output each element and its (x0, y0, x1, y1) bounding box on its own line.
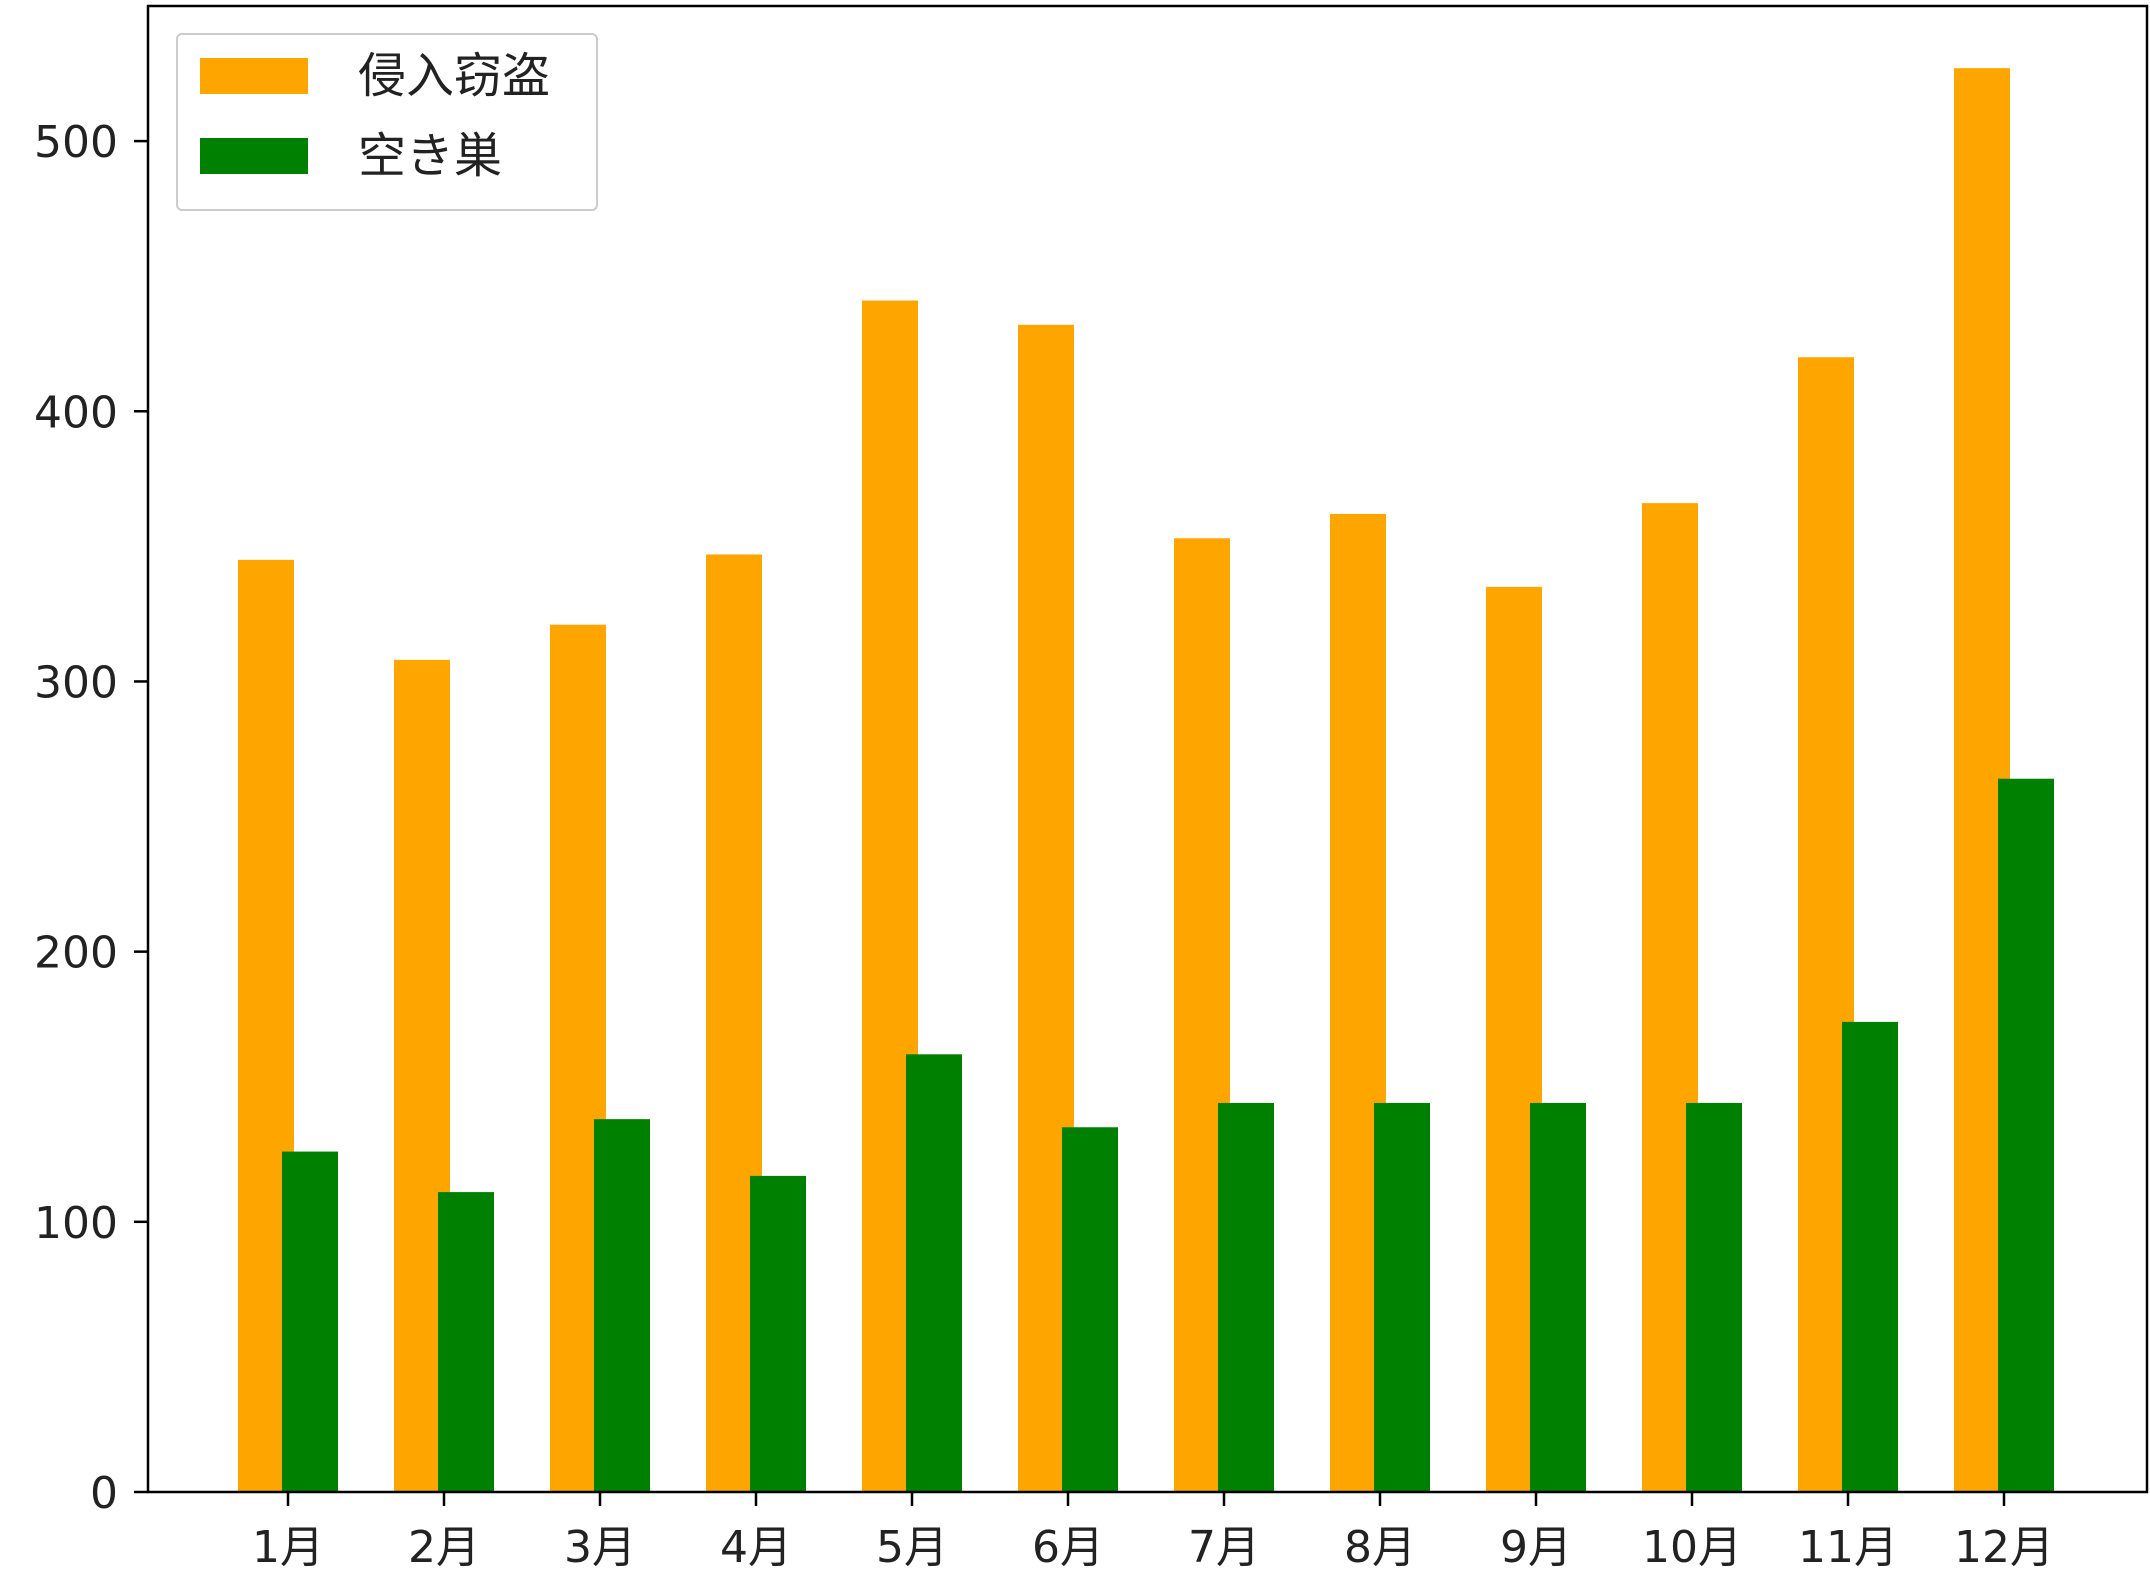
x-tick-label: 8月 (1344, 1522, 1416, 1573)
bar-series-2-7 (1218, 1102, 1274, 1492)
x-tick-label: 11月 (1798, 1522, 1898, 1573)
y-tick-label: 300 (34, 657, 118, 708)
x-tick-label: 1月 (252, 1522, 324, 1573)
legend-label-1: 侵入窃盗 (358, 48, 550, 104)
bars-group (238, 68, 2054, 1493)
x-tick-label: 3月 (564, 1522, 636, 1573)
y-tick-label: 0 (90, 1468, 118, 1519)
x-tick-label: 7月 (1188, 1522, 1260, 1573)
y-tick-label: 400 (34, 387, 118, 438)
x-axis: 1月 2月 3月 4月 5月 6月 7月 8月 9月 10月 11月 12月 (252, 1492, 2054, 1573)
bar-series-2-3 (594, 1119, 650, 1492)
x-tick-label: 12月 (1954, 1522, 2054, 1573)
bar-series-2-11 (1842, 1021, 1898, 1492)
plot-frame (146, 4, 2149, 1494)
x-tick-label: 6月 (1032, 1522, 1104, 1573)
bar-series-2-8 (1374, 1102, 1430, 1492)
bar-series-2-4 (750, 1175, 806, 1492)
x-tick-label: 4月 (720, 1522, 792, 1573)
legend-label-2: 空き巣 (358, 128, 502, 184)
y-axis: 0 100 200 300 400 500 (34, 117, 148, 1519)
y-tick-label: 200 (34, 928, 118, 979)
bar-series-2-5 (906, 1054, 962, 1492)
y-tick-label: 500 (34, 117, 118, 168)
y-tick-label: 100 (34, 1198, 118, 1249)
bar-series-2-6 (1062, 1127, 1118, 1492)
x-tick-label: 2月 (408, 1522, 480, 1573)
bar-series-2-10 (1686, 1102, 1742, 1492)
bar-series-2-1 (282, 1151, 338, 1492)
x-tick-label: 9月 (1500, 1522, 1572, 1573)
legend-swatch-1 (200, 58, 308, 94)
x-tick-label: 10月 (1642, 1522, 1742, 1573)
x-tick-label: 5月 (876, 1522, 948, 1573)
legend-swatch-2 (200, 138, 308, 174)
bar-series-2-2 (438, 1192, 494, 1492)
bar-series-2-12 (1998, 778, 2054, 1492)
bar-series-2-9 (1530, 1102, 1586, 1492)
